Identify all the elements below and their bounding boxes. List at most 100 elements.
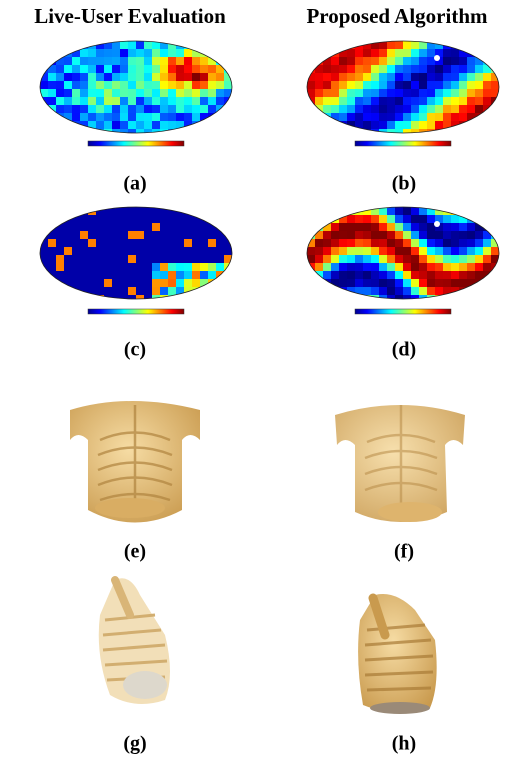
- heatmap-cell: [104, 89, 113, 98]
- heatmap-cell: [112, 97, 121, 106]
- heatmap-cell: [184, 255, 193, 264]
- heatmap-cell: [56, 263, 65, 272]
- heatmap-cell: [347, 263, 356, 272]
- heatmap-cell: [363, 215, 372, 224]
- heatmap-cell: [347, 105, 356, 114]
- heatmap-cell: [80, 121, 89, 130]
- heatmap-cell: [216, 81, 225, 90]
- heatmap-cell: [88, 105, 97, 114]
- heatmap-cell: [459, 247, 468, 256]
- heatmap-cell: [411, 247, 420, 256]
- heatmap-cell: [403, 255, 412, 264]
- heatmap-cell: [459, 295, 468, 299]
- heatmap-cell: [168, 121, 177, 130]
- panel-label: (a): [123, 173, 146, 195]
- heatmap-cell: [323, 255, 332, 264]
- heatmap-cell: [323, 105, 332, 114]
- heatmap-cell: [88, 287, 97, 296]
- heatmap-cell: [96, 279, 105, 288]
- heatmap-cell: [379, 41, 388, 50]
- heatmap-cell: [224, 287, 232, 296]
- heatmap-cell: [120, 65, 129, 74]
- heatmap-cell: [40, 41, 49, 50]
- heatmap-cell: [371, 247, 380, 256]
- heatmap-cell: [144, 231, 153, 240]
- heatmap-cell: [48, 231, 57, 240]
- heatmap-cell: [112, 89, 121, 98]
- heatmap-cell: [48, 73, 57, 82]
- heatmap-cell: [363, 113, 372, 122]
- heatmap-cell: [427, 271, 436, 280]
- heatmap-cell: [323, 57, 332, 66]
- heatmap-cell: [136, 223, 145, 232]
- heatmap-cell: [315, 279, 324, 288]
- heatmap-cell: [112, 255, 121, 264]
- heatmap-cell: [88, 73, 97, 82]
- heatmap-cell: [443, 247, 452, 256]
- heatmap-cell: [459, 97, 468, 106]
- heatmap-cell: [152, 113, 161, 122]
- heatmap-cell: [451, 113, 460, 122]
- heatmap-cell: [88, 97, 97, 106]
- heatmap-cell: [491, 121, 499, 130]
- heatmap-cell: [216, 231, 225, 240]
- heatmap-cell: [72, 239, 81, 248]
- heatmap-cell: [80, 105, 89, 114]
- heatmap-cell: [184, 121, 193, 130]
- heatmap-cell: [96, 223, 105, 232]
- heatmap-cell: [48, 129, 57, 133]
- heatmap-cell: [96, 239, 105, 248]
- heatmap-cell: [331, 279, 340, 288]
- heatmap-cell: [395, 105, 404, 114]
- heatmap-cell: [136, 81, 145, 90]
- heatmap-cell: [483, 49, 492, 58]
- heatmap-cell: [96, 263, 105, 272]
- heatmap-cell: [435, 279, 444, 288]
- heatmap-cell: [40, 295, 49, 299]
- heatmap-cell: [483, 129, 492, 133]
- heatmap-cell: [40, 255, 49, 264]
- heatmap-cell: [184, 89, 193, 98]
- colorbar: [87, 308, 185, 315]
- heatmap-cell: [411, 223, 420, 232]
- heatmap-cell: [371, 215, 380, 224]
- heatmap-cell: [387, 295, 396, 299]
- heatmap-cell: [120, 105, 129, 114]
- heatmap-cell: [112, 121, 121, 130]
- heatmap-cell: [347, 121, 356, 130]
- heatmap-cell: [176, 239, 185, 248]
- heatmap-cell: [443, 231, 452, 240]
- heatmap-cell: [419, 239, 428, 248]
- heatmap-cell: [467, 263, 476, 272]
- heatmap-cell: [136, 279, 145, 288]
- heatmap-cell: [200, 231, 209, 240]
- heatmap-cell: [168, 231, 177, 240]
- heatmap-cell: [152, 105, 161, 114]
- heatmap-cell: [323, 215, 332, 224]
- heatmap-cell: [387, 271, 396, 280]
- heatmap-cell: [64, 247, 73, 256]
- heatmap-cell: [224, 271, 232, 280]
- heatmap-cell: [120, 295, 129, 299]
- heatmap-cell: [80, 231, 89, 240]
- heatmap-cell: [224, 129, 232, 133]
- heatmap-cell: [96, 105, 105, 114]
- heatmap-cell: [120, 263, 129, 272]
- heatmap-cell: [435, 255, 444, 264]
- heatmap-cell: [112, 65, 121, 74]
- heatmap-cell: [168, 255, 177, 264]
- heatmap-cell: [323, 129, 332, 133]
- heatmap-cell: [80, 113, 89, 122]
- heatmap-cell: [104, 279, 113, 288]
- heatmap-cell: [160, 207, 169, 216]
- heatmap-cell: [96, 81, 105, 90]
- heatmap-cell: [160, 231, 169, 240]
- heatmap-cell: [347, 279, 356, 288]
- heatmap-cell: [347, 81, 356, 90]
- heatmap-cell: [347, 65, 356, 74]
- heatmap-cell: [387, 113, 396, 122]
- heatmap-cell: [379, 279, 388, 288]
- heatmap-cell: [467, 231, 476, 240]
- heatmap-cell: [64, 57, 73, 66]
